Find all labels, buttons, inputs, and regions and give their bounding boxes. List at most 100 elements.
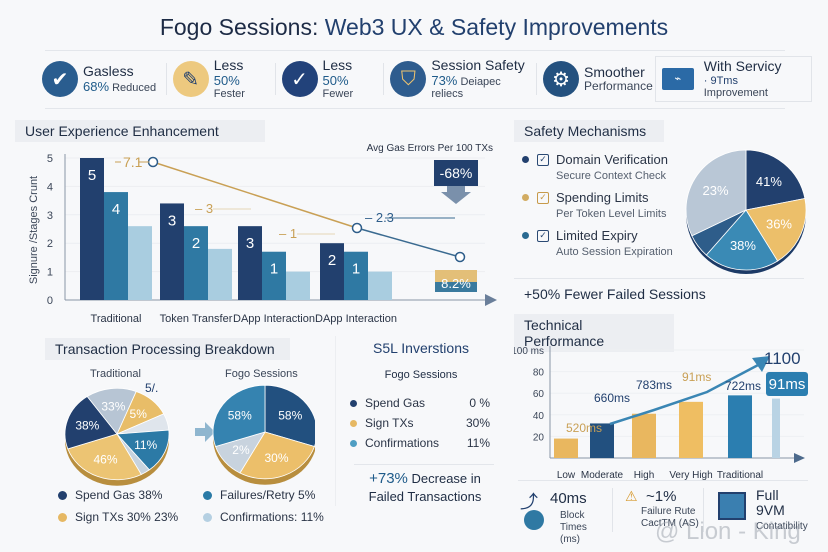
x-tick-label: Low	[557, 470, 576, 480]
pie-label: 58%	[278, 408, 302, 422]
ux-panel: User Experience Enhancement 0 1 2 3 4 5 Signur…	[15, 120, 502, 330]
bar-label: 3	[246, 235, 254, 252]
ssl-subtitle: Fogo Sessions	[384, 369, 458, 381]
bar	[238, 226, 262, 300]
legend-spend-gas: Spend Gas 38%	[58, 488, 203, 502]
bar	[104, 192, 128, 300]
y-tick-label: 20	[533, 432, 545, 443]
bar	[262, 251, 286, 300]
fogo-pie-title: Fogo Sessions	[225, 368, 298, 380]
safety-list: ✓ Domain Verification Secure Context Chec…	[522, 152, 692, 258]
footer-block-time: ⤴ 40ms Block Times (ms)	[520, 488, 612, 545]
legend-confirmations: Confirmations: 11%	[203, 510, 324, 524]
bar-value-label: 722ms	[725, 379, 761, 393]
bar-label: 4	[112, 201, 120, 218]
safety-panel: Safety Mechanisms ✓ Domain Verification S…	[514, 120, 814, 312]
line-label: 7.1	[123, 154, 143, 170]
safety-item-domain: ✓ Domain Verification Secure Context Chec…	[522, 152, 692, 182]
x-tick-label: Moderate	[581, 470, 624, 480]
y-tick-label: 2	[47, 238, 53, 250]
legend-failures: Failures/Retry 5%	[203, 488, 315, 502]
checkbox-icon: ✓	[537, 191, 549, 204]
breakdown-legend: Spend Gas 38% Failures/Retry 5% Sign TXs…	[58, 488, 338, 524]
pie-label: 33%	[101, 400, 125, 414]
line-label: – 3	[195, 201, 213, 216]
page-title: Fogo Sessions: Web3 UX & Safety Improvem…	[159, 14, 669, 40]
bar	[368, 271, 392, 300]
callout-bottom-label: 8.2%	[441, 276, 471, 291]
bar-label: 1	[270, 261, 278, 278]
y-tick-label: 1	[47, 267, 53, 279]
ssl-rows: Spend Gas 0 % Sign TXs 30% Confirmations 11…	[350, 396, 490, 450]
magnifier-icon	[524, 510, 544, 530]
footer-failure-rate: ⚠ ~1% Failure Rute CactTM (AS)	[625, 488, 699, 529]
divider	[354, 464, 494, 465]
checkbox-icon: ✓	[537, 153, 549, 166]
safety-item-expiry: ✓ Limited Expiry Auto Session Expiration	[522, 228, 692, 258]
pie-slice	[264, 384, 315, 447]
ssl-row: Confirmations 11%	[350, 436, 490, 450]
checkmark-icon: ✓	[281, 61, 318, 97]
divider	[703, 488, 704, 532]
bar	[554, 438, 578, 458]
ssl-panel: S5L Inverstions Fogo Sessions Spend Gas 0…	[335, 336, 505, 506]
tech-panel: Technical Performance 20 40 60 80 100 ms Low M…	[514, 312, 814, 482]
callout-bottom-box	[435, 270, 477, 282]
bar	[80, 158, 104, 300]
y-axis-label: Signure /Stages Crunt	[28, 176, 40, 284]
ssl-title: S5L Inverstions	[373, 340, 469, 356]
x-tick-label: DApp Interaction	[233, 313, 315, 325]
divider	[514, 278, 804, 279]
footer-compatibility: Full 9VM Contatibility	[704, 488, 808, 538]
callout-bottom-box	[435, 282, 477, 292]
pie-label: 58%	[228, 408, 252, 422]
pie-slice	[116, 429, 170, 471]
shield-check-icon: ⛉	[390, 61, 427, 97]
pie-slice	[745, 198, 807, 262]
breakdown-panel: Transaction Processing Breakdown Traditi…	[40, 336, 330, 536]
ssl-row: Sign TXs 30%	[350, 416, 490, 430]
bar	[344, 251, 368, 300]
breakdown-pies: 5% 11% 46% 38%33% 5/. 58% 30% 2% 58%	[64, 382, 315, 486]
x-axis-arrow	[485, 294, 497, 306]
bar	[160, 203, 184, 300]
bar-label: 2	[192, 235, 200, 252]
gears-icon: ⚙	[543, 61, 580, 97]
y-tick-label: 80	[533, 368, 545, 379]
pie-slice	[685, 149, 747, 237]
bar	[320, 243, 344, 300]
trend-point	[147, 156, 159, 168]
trend-line-gold	[152, 161, 358, 229]
stat-smoother: ⚙ Smoother Performance	[543, 61, 653, 97]
bar	[632, 413, 656, 458]
x-tick-label: Token Transfer	[160, 313, 233, 325]
divider	[518, 480, 808, 481]
trend-point	[454, 251, 466, 263]
stats-divider	[45, 108, 785, 109]
x-axis-arrow	[794, 453, 805, 463]
monitor-graph-icon: ⌁	[661, 68, 694, 90]
trend-arrow	[752, 356, 770, 372]
pie-label: 38%	[730, 238, 756, 253]
x-tick-label: Very High	[669, 470, 712, 480]
divider	[612, 488, 613, 532]
bar-value-label: 520ms	[566, 421, 602, 435]
pie-label: 41%	[756, 174, 782, 189]
bar-value-label: 660ms	[594, 391, 630, 405]
line-legend: Avg Gas Errors Per 100 TXs	[367, 143, 493, 154]
stat-gasless: ✔ Gasless 68% Reduced	[42, 61, 160, 97]
bar	[208, 248, 232, 300]
x-tick-label: Traditional	[717, 470, 763, 480]
breakdown-title: Transaction Processing Breakdown	[45, 338, 290, 360]
y-tick-label: 0	[47, 295, 53, 307]
ssl-row: Spend Gas 0 %	[350, 396, 490, 410]
bar-label: 1	[352, 261, 360, 278]
x-tick-label: Traditional	[91, 313, 142, 325]
checkbox-icon: ✓	[537, 229, 549, 242]
safety-pie-chart: 41% 36% 38% 23%	[685, 149, 807, 274]
pie-label: 46%	[93, 453, 117, 467]
y-tick-label: 3	[47, 210, 53, 222]
bar	[728, 395, 752, 458]
stat-with-service: ⌁ With Servicy · 9Tms Improvement	[654, 56, 813, 102]
